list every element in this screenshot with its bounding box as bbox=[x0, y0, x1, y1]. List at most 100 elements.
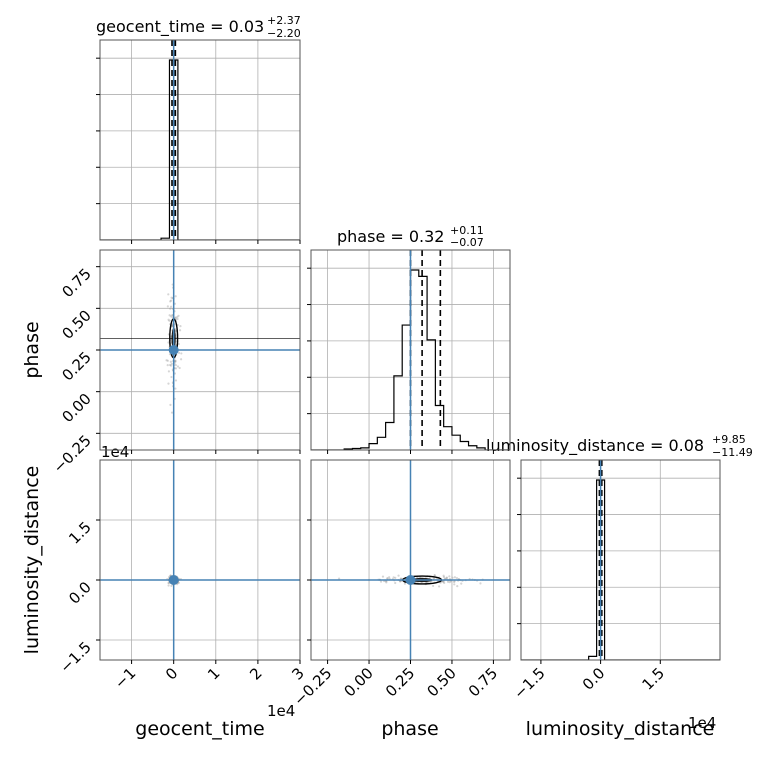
x-tick-label: 2 bbox=[246, 664, 265, 683]
sample-point bbox=[381, 575, 385, 578]
sample-point bbox=[379, 580, 383, 583]
sample-point bbox=[173, 316, 177, 319]
y-tick-label: 1.5 bbox=[65, 518, 95, 548]
sample-point bbox=[174, 387, 177, 390]
panel-content bbox=[311, 460, 510, 660]
offset-luminosity-distance-x: 1e4 bbox=[688, 714, 716, 732]
sample-point bbox=[394, 576, 397, 579]
sample-point bbox=[179, 325, 182, 328]
sample-point bbox=[443, 581, 446, 585]
title-luminosity-distance-minus: −11.49 bbox=[712, 446, 753, 459]
sample-point bbox=[388, 576, 391, 579]
title-phase-minus: −0.07 bbox=[450, 236, 484, 249]
sample-point bbox=[448, 581, 451, 584]
sample-point bbox=[394, 581, 397, 585]
sample-point bbox=[453, 576, 457, 579]
sample-point bbox=[170, 299, 173, 302]
sample-point bbox=[171, 314, 174, 317]
x-tick-label: 1 bbox=[204, 664, 223, 683]
sample-point bbox=[176, 315, 179, 319]
sample-point bbox=[167, 293, 170, 296]
sample-point bbox=[177, 581, 180, 584]
panel-frame bbox=[99, 459, 301, 661]
sample-point bbox=[399, 577, 403, 580]
panel-content bbox=[100, 460, 300, 660]
sample-point bbox=[178, 329, 182, 332]
histogram-luminosity_distance bbox=[521, 479, 720, 660]
sample-point bbox=[174, 360, 177, 363]
sample-point bbox=[442, 575, 446, 579]
sample-point bbox=[180, 352, 183, 355]
panel-frame bbox=[520, 459, 721, 661]
sample-point bbox=[177, 314, 180, 317]
sample-point bbox=[453, 580, 456, 583]
sample-point bbox=[398, 580, 402, 583]
sample-point bbox=[460, 582, 463, 585]
panel-content bbox=[100, 250, 300, 450]
panel-frame bbox=[99, 39, 301, 241]
x-tick-label: 1.5 bbox=[639, 664, 669, 694]
y-axis-label-phase: phase bbox=[21, 321, 43, 378]
sample-point bbox=[167, 370, 170, 373]
sample-point bbox=[169, 305, 173, 308]
panel-content bbox=[521, 460, 720, 660]
panel-phase-geocent_time: −0.25 0.00 0.25 0.50 0.75 bbox=[50, 249, 301, 477]
panel-phase-phase bbox=[307, 249, 511, 454]
sample-point bbox=[442, 580, 445, 583]
sample-point bbox=[169, 403, 172, 406]
sample-point bbox=[433, 574, 436, 577]
sample-point bbox=[177, 351, 181, 355]
sample-point bbox=[174, 359, 177, 362]
x-tick-label: 0.00 bbox=[341, 664, 377, 700]
sample-point bbox=[397, 574, 400, 577]
truth-marker bbox=[168, 345, 179, 355]
title-geocent-time-plus: +2.37 bbox=[267, 14, 301, 27]
x-axis-label-geocent-time: geocent_time bbox=[135, 718, 264, 740]
sample-point bbox=[165, 359, 168, 362]
sample-point bbox=[170, 584, 173, 588]
sample-point bbox=[169, 360, 172, 363]
sample-point bbox=[479, 582, 482, 585]
sample-point bbox=[403, 582, 407, 585]
y-tick-label: 0.50 bbox=[58, 306, 94, 342]
sample-point bbox=[167, 581, 170, 585]
offset-geocent-time-x: 1e4 bbox=[267, 702, 295, 720]
sample-point bbox=[167, 318, 170, 321]
sample-point bbox=[167, 584, 170, 587]
panel-geocent_time-geocent_time bbox=[96, 39, 301, 244]
sample-point bbox=[174, 359, 177, 362]
x-tick-label: 0.25 bbox=[382, 664, 418, 700]
y-tick-label: −0.25 bbox=[50, 431, 95, 476]
y-tick-label: −1.5 bbox=[56, 638, 94, 676]
sample-point bbox=[433, 574, 436, 577]
sample-point bbox=[174, 295, 177, 298]
title-phase-plus: +0.11 bbox=[450, 224, 484, 237]
panel-content bbox=[100, 40, 300, 240]
offset-luminosity-distance-y: 1e4 bbox=[101, 443, 129, 461]
title-phase: phase = 0.32 bbox=[337, 227, 444, 246]
sample-point bbox=[178, 366, 181, 370]
sample-point bbox=[448, 575, 451, 578]
sample-point bbox=[442, 574, 445, 577]
sample-point bbox=[456, 585, 459, 588]
sample-point bbox=[167, 382, 170, 385]
sample-point bbox=[386, 577, 389, 580]
sample-point bbox=[168, 319, 171, 322]
sample-point bbox=[174, 363, 177, 367]
sample-point bbox=[451, 576, 454, 579]
sample-point bbox=[452, 580, 456, 583]
panel-content bbox=[311, 250, 510, 450]
sample-point bbox=[453, 583, 456, 586]
sample-point bbox=[442, 580, 445, 583]
y-tick-label: 0.75 bbox=[58, 265, 94, 301]
title-geocent-time-minus: −2.20 bbox=[267, 27, 301, 40]
title-geocent-time: geocent_time = 0.03 bbox=[96, 17, 264, 37]
sample-point bbox=[455, 577, 459, 580]
sample-point bbox=[386, 577, 389, 580]
sample-point bbox=[166, 305, 169, 308]
title-luminosity-distance: luminosity_distance = 0.08 bbox=[486, 436, 704, 456]
sample-point bbox=[169, 363, 172, 367]
sample-point bbox=[432, 577, 435, 580]
panel-luminosity_distance-phase: −0.25 0.00 0.25 0.50 0.75 bbox=[290, 459, 511, 709]
sample-point bbox=[166, 364, 169, 367]
